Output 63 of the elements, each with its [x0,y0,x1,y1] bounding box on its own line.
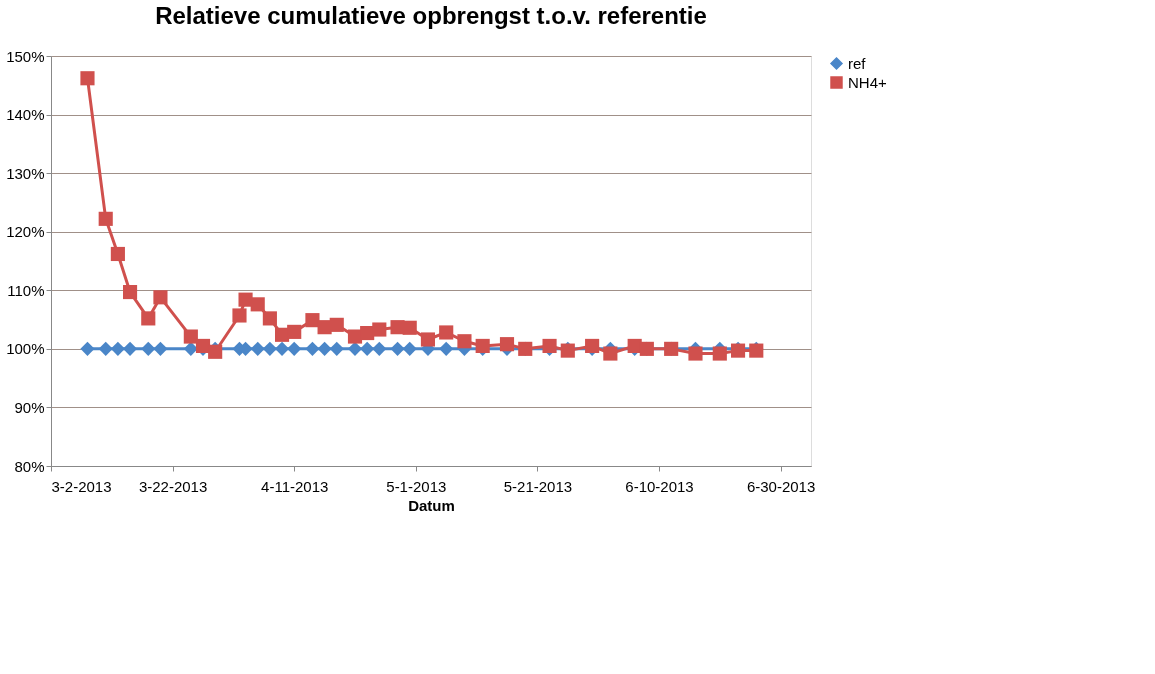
point [329,341,344,356]
point [250,341,265,356]
point [122,284,138,300]
point [250,297,265,312]
point [439,341,454,356]
point [712,346,727,361]
x-tick-label: 4-11-2013 [261,477,329,495]
x-axis-title: Datum [408,496,455,514]
x-tick-label: 5-1-2013 [386,477,447,495]
point [317,341,332,356]
point [305,341,320,356]
y-tick-label: 110% [7,281,45,299]
point [603,346,618,361]
point [110,246,125,262]
point [232,308,247,323]
point [347,329,363,344]
y-tick-label: 100% [6,340,45,358]
x-tick-label: 6-30-2013 [746,477,816,495]
y-tick-label: 150% [6,47,45,65]
point [372,341,387,356]
point [439,325,454,340]
point [347,341,363,356]
point [110,341,125,356]
chart-title: Relatieve cumulatieve opbrengst t.o.v. referentie [155,2,707,29]
point [329,317,344,332]
x-tick-label: 5-21-2013 [503,477,573,495]
y-tick-label: 90% [14,398,45,416]
point [141,341,156,356]
point [122,341,138,356]
legend-label: NH4+ [848,73,888,91]
point [80,71,95,86]
legend-label: ref [848,54,867,72]
point [688,346,703,361]
point [420,332,436,347]
point [80,341,95,356]
point [499,337,515,352]
x-tick-label: 6-10-2013 [625,477,694,495]
y-tick-label: 120% [6,223,45,241]
point [262,341,277,356]
point [183,329,198,344]
point [274,341,290,356]
point [153,290,168,305]
point [153,341,168,356]
point [287,341,302,356]
point [287,324,302,339]
y-tick-label: 80% [14,457,45,475]
point [262,311,277,326]
point [360,341,375,356]
x-tick-label: 3-2-2013 [51,477,112,495]
point [457,334,472,349]
y-tick-label: 130% [6,164,45,182]
point [402,320,417,335]
point [238,292,253,307]
y-tick-label: 140% [6,106,45,124]
point [390,341,405,356]
point [402,341,417,356]
point [305,313,320,328]
point [372,322,387,337]
point [98,341,113,356]
point [98,211,113,226]
point [183,341,198,356]
x-tick-label: 3-22-2013 [138,477,208,495]
point [141,311,156,326]
